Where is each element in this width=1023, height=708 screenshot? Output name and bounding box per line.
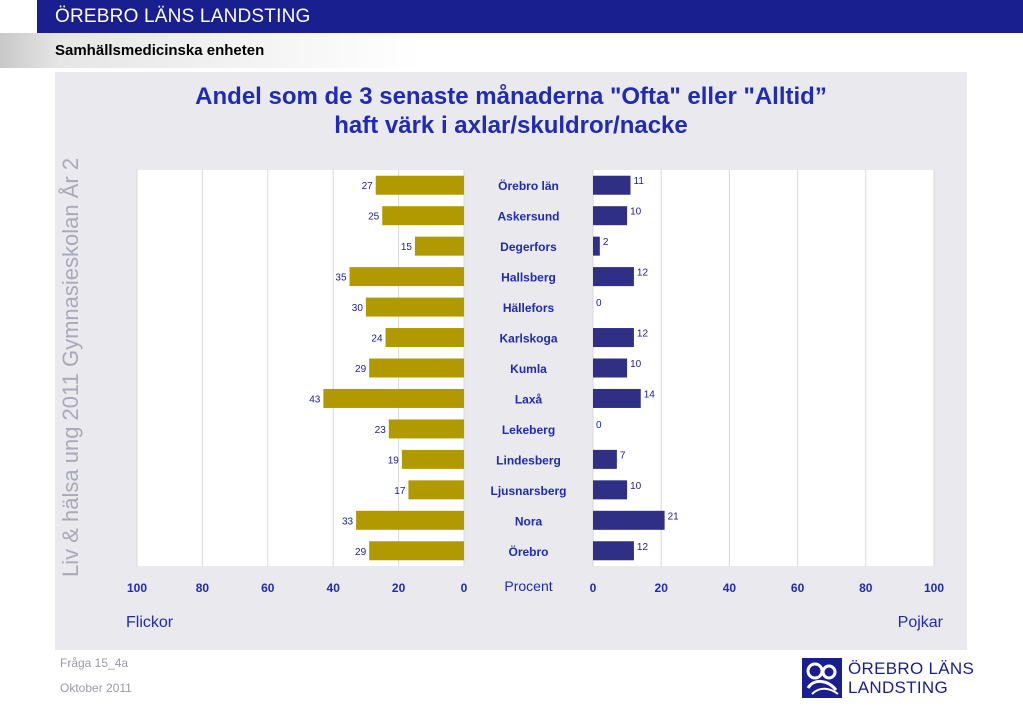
girls-value-label: 23 [375,425,387,436]
right-plot-area [593,170,934,566]
girls-value-label: 30 [352,303,364,314]
right-tick-label: 0 [590,581,597,595]
girls-value-label: 17 [394,486,406,497]
boys-bar [593,541,634,561]
girls-value-label: 29 [355,364,367,375]
logo-text-line2: LANDSTING [848,678,948,697]
girls-bar [356,510,464,530]
boys-bar [593,267,634,287]
category-label: Karlskoga [499,332,557,346]
girls-bar [408,480,464,500]
girls-value-label: 15 [401,242,413,253]
girls-bar [365,297,464,317]
footer-date: Oktober 2011 [60,681,132,695]
girls-value-label: 35 [335,273,347,284]
girls-bar [369,358,464,378]
chart-title: Andel som de 3 senaste månaderna "Ofta" … [55,82,967,140]
boys-value-label: 12 [637,542,649,553]
center-axis-label: Procent [504,578,552,594]
boys-value-label: 10 [630,207,642,218]
category-label: Hällefors [503,301,555,315]
girls-value-label: 29 [355,547,367,558]
boys-value-label: 2 [603,237,609,248]
logo-text-line1: ÖREBRO LÄNS [848,659,975,678]
boys-bar [593,449,617,469]
boys-value-label: 7 [620,450,626,461]
boys-bar [593,206,628,226]
category-label: Laxå [515,392,543,406]
category-label: Örebro [508,544,548,559]
category-label: Degerfors [500,240,557,254]
girls-bar [375,175,464,195]
category-label: Örebro län [498,178,559,193]
girls-value-label: 24 [371,334,383,345]
girls-value-label: 33 [342,516,354,527]
category-label: Hallsberg [501,271,556,285]
subheader-bar [0,33,1023,68]
category-label: Nora [515,514,543,528]
category-label: Ljusnarsberg [490,484,566,498]
boys-bar [593,358,628,378]
boys-value-label: 12 [637,329,649,340]
right-tick-label: 60 [791,581,805,595]
landsting-logo-icon [802,658,842,698]
boys-value-label: 14 [644,389,656,400]
boys-bar [593,328,634,348]
boys-bar [593,510,665,530]
girls-bar [382,206,464,226]
left-tick-label: 80 [196,581,210,595]
boys-value-label: 11 [634,176,645,187]
boys-bar [593,480,628,500]
header-title: ÖREBRO LÄNS LANDSTING [55,6,311,27]
subheader-title: Samhällsmedicinska enheten [55,42,265,59]
left-tick-label: 0 [461,581,468,595]
girls-value-label: 19 [388,455,400,466]
girls-bar [323,388,464,408]
boys-bar [593,175,631,195]
girls-bar [414,236,464,256]
left-tick-label: 60 [261,581,275,595]
right-tick-label: 80 [859,581,873,595]
girls-value-label: 27 [362,181,374,192]
girls-bar [385,328,464,348]
boys-value-label: 10 [630,481,642,492]
chart-title-line1: Andel som de 3 senaste månaderna "Ofta" … [195,83,827,110]
header-bar [37,0,1023,33]
left-tick-label: 40 [327,581,341,595]
category-label: Askersund [497,210,559,224]
category-label: Lekeberg [502,423,555,437]
girls-value-label: 25 [368,212,380,223]
boys-bar [593,236,600,256]
boys-value-label: 12 [637,268,649,279]
boys-value-label: 21 [668,511,680,522]
girls-bar [388,419,464,439]
footer-question: Fråga 15_4a [60,656,129,670]
left-tick-label: 100 [127,581,147,595]
boys-value-label: 0 [596,420,602,431]
girls-value-label: 43 [309,394,321,405]
girls-bar [369,541,464,561]
girls-bar [401,449,464,469]
category-label: Kumla [510,362,547,376]
boys-value-label: 0 [596,298,602,309]
right-tick-label: 20 [655,581,669,595]
left-tick-label: 20 [392,581,406,595]
girls-bar [349,267,464,287]
boys-bar [593,388,641,408]
category-label: Lindesberg [496,453,561,467]
left-side-label: Flickor [126,614,174,631]
right-tick-label: 40 [723,581,737,595]
right-side-label: Pojkar [897,614,943,631]
boys-value-label: 10 [630,359,642,370]
chart-title-line2: haft värk i axlar/skuldror/nacke [334,112,688,139]
right-tick-label: 100 [924,581,944,595]
